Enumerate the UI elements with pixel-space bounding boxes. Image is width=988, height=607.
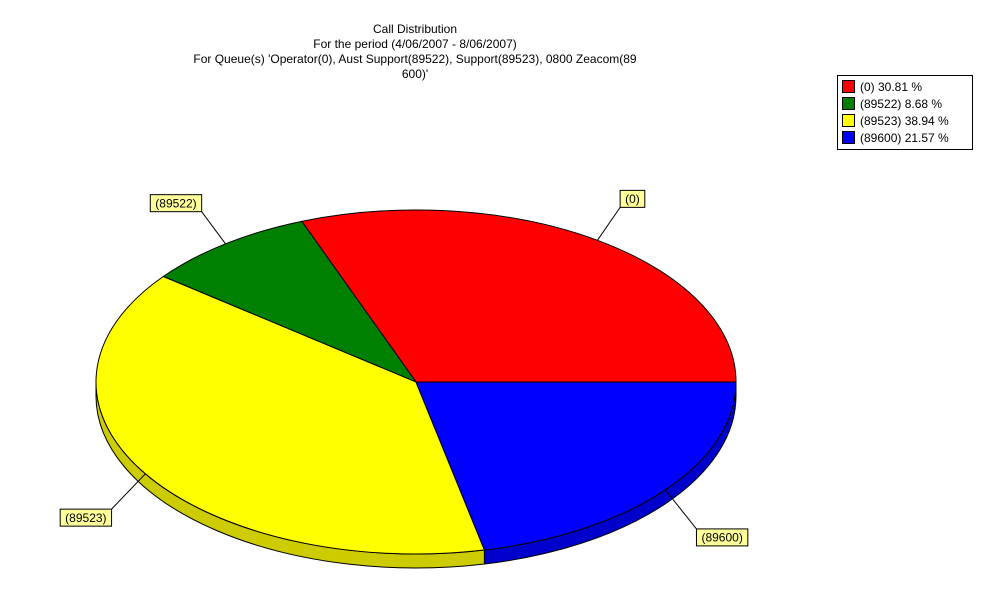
- slice-label-box: [619, 189, 646, 208]
- slice-label-text: (0): [625, 192, 640, 206]
- slice-label-box: [695, 528, 749, 547]
- slice-leader-line: [597, 207, 621, 241]
- pie-slice: [162, 220, 418, 384]
- legend-swatch: [842, 131, 855, 144]
- slice-label: (89600): [695, 528, 749, 547]
- legend-item: (89522) 8.68 %: [842, 95, 968, 112]
- legend-label: (0) 30.81 %: [860, 79, 923, 94]
- legend-swatch: [842, 80, 855, 93]
- legend-item: (0) 30.81 %: [842, 78, 968, 95]
- legend-swatch: [842, 114, 855, 127]
- legend-item: (89600) 21.57 %: [842, 129, 968, 146]
- chart-subtitle-3: 600)': [401, 67, 429, 81]
- chart-subtitle-1: For the period (4/06/2007 - 8/06/2007): [313, 37, 517, 51]
- slice-label: (89522): [149, 194, 203, 213]
- chart-subtitle-2: For Queue(s) 'Operator(0), Aust Support(…: [193, 52, 637, 66]
- slice-label-text: (89522): [155, 196, 196, 210]
- pie-slice: [95, 275, 486, 555]
- slice-label-text: (89600): [701, 531, 742, 545]
- slice-label: (89523): [59, 508, 113, 527]
- legend-label: (89523) 38.94 %: [860, 113, 949, 128]
- legend-swatch: [842, 97, 855, 110]
- slice-label: (0): [619, 189, 646, 208]
- legend-label: (89522) 8.68 %: [860, 96, 943, 111]
- chart-title-block: Call Distribution For the period (4/06/2…: [150, 22, 680, 82]
- legend-label: (89600) 21.57 %: [860, 130, 949, 145]
- legend-item: (89523) 38.94 %: [842, 112, 968, 129]
- slice-label-box: [149, 194, 203, 213]
- chart-title: Call Distribution: [372, 22, 458, 36]
- chart-legend: (0) 30.81 % (89522) 8.68 % (89523) 38.94…: [837, 75, 973, 150]
- slice-label-box: [59, 508, 113, 527]
- slice-leader-line: [111, 473, 146, 510]
- slice-leader-line: [201, 211, 226, 245]
- slice-leader-line: [664, 489, 697, 530]
- slice-label-text: (89523): [65, 511, 106, 525]
